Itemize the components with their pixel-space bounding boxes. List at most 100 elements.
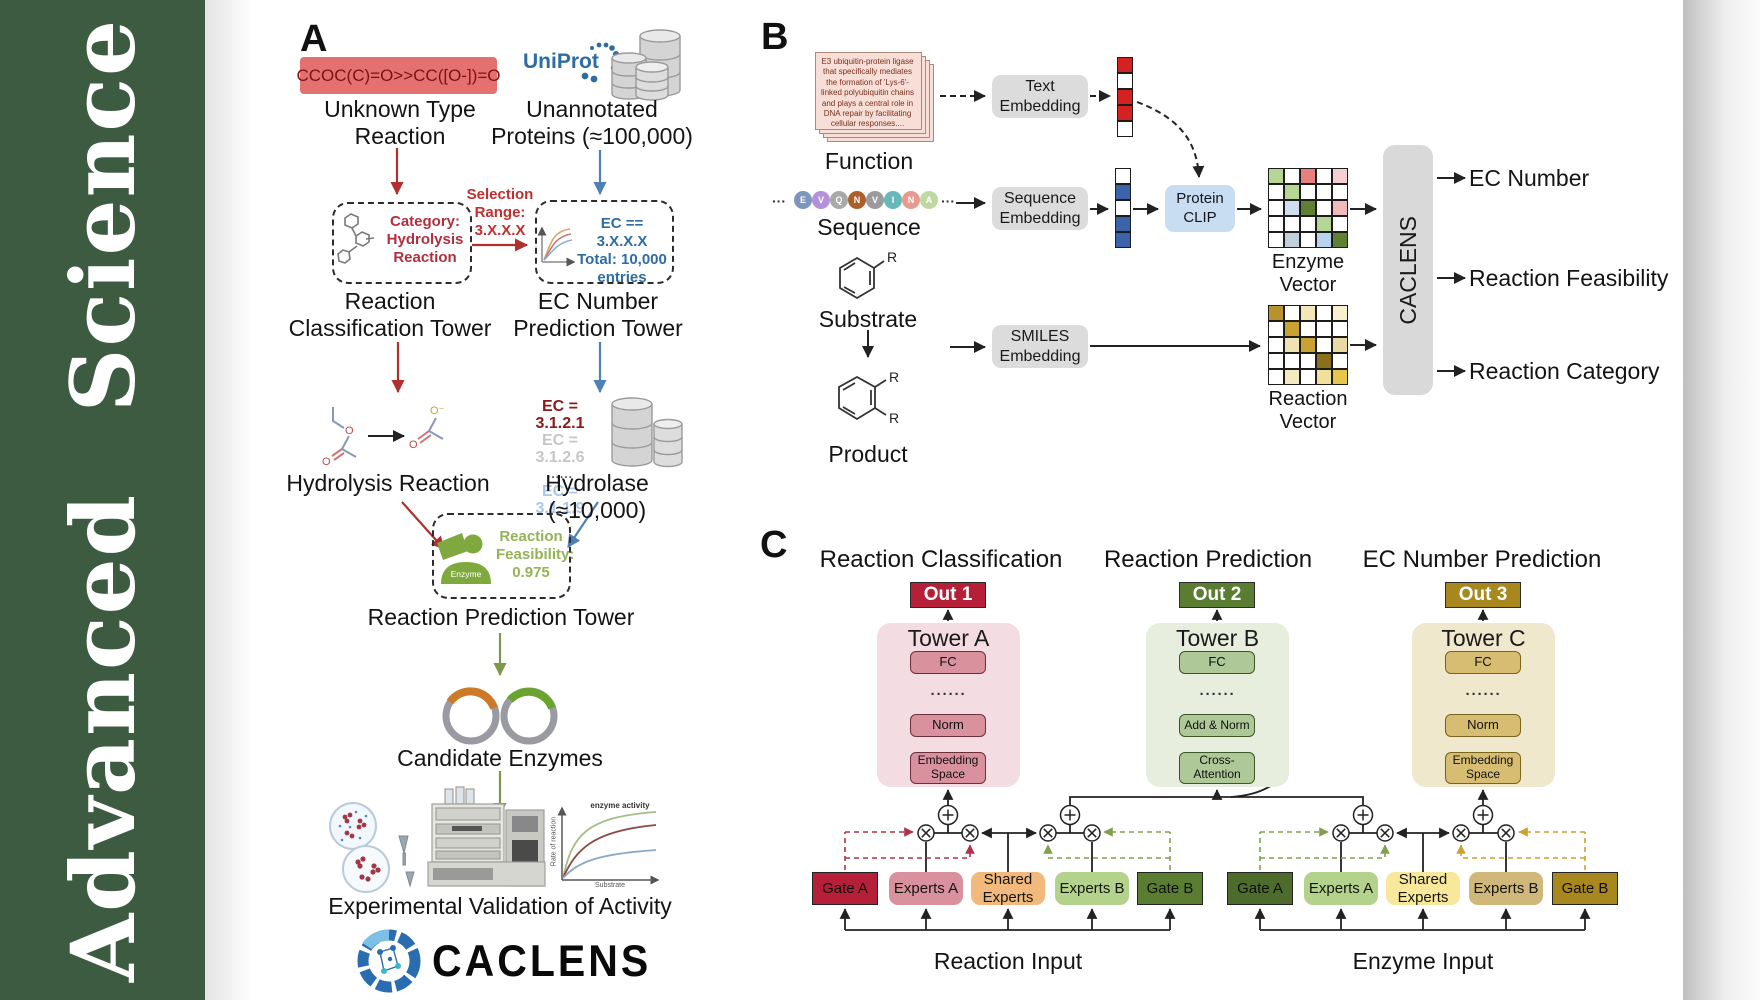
graph-curve-label: enzyme activity [590, 801, 650, 810]
vector-cell [1300, 232, 1316, 248]
ec-curves-icon [537, 226, 576, 267]
residue-circle: A [920, 191, 938, 209]
tower-b-add-norm: Add & Norm [1179, 714, 1255, 737]
feasibility-dashed-box [432, 513, 571, 599]
enzyme-experts-a-box: Experts A [1304, 872, 1378, 905]
tower-a-fc: FC [910, 651, 986, 674]
function-card-1 [815, 52, 922, 130]
vector-cell [1332, 168, 1348, 184]
molecule-clusters-2 [355, 856, 381, 882]
cylinder-tall2 [611, 397, 653, 467]
panel-b-arrows [862, 90, 1466, 377]
vector-cell [1316, 337, 1332, 353]
caclens-logo-word: CACLENS [432, 936, 652, 986]
vector-cell [1268, 232, 1284, 248]
atom-o-carbonyl: O [322, 456, 331, 468]
tower-c-embedding-space: Embedding Space [1445, 752, 1521, 784]
enzyme-vector-label: Enzyme Vector [1271, 251, 1345, 296]
header-reaction-prediction: Reaction Prediction [1103, 546, 1313, 573]
vector-cell [1268, 216, 1284, 232]
substrate-label: Substrate [818, 306, 918, 332]
ec-item-1: EC = 3.1.2.1 [535, 398, 585, 432]
reaction-gate-b-box: Gate B [1137, 872, 1203, 905]
protein-clip-box: Protein CLIP [1165, 185, 1235, 232]
tower-c-dots: ······ [1465, 686, 1502, 703]
vector-cell [1284, 184, 1300, 200]
product-label: Product [828, 441, 908, 467]
panel-a-label: A [300, 18, 328, 60]
vector-cell [1268, 184, 1284, 200]
function-card-text: E3 ubiquitin-protein ligase that specifi… [821, 57, 914, 129]
product-r2-label: R [889, 410, 899, 426]
vector-cell [1316, 200, 1332, 216]
product-r1-label: R [889, 369, 899, 385]
vector-cell [1300, 184, 1316, 200]
vector-cell [1332, 200, 1348, 216]
sequence-ellipsis-right: ··· [941, 193, 955, 209]
vector-cell [1300, 168, 1316, 184]
ec-item-3: EC = 3.1.1.9 [535, 483, 585, 517]
gate-a-green-dashed-right [1259, 827, 1390, 870]
vector-cell [1117, 89, 1133, 105]
molecule-clusters-1 [342, 812, 367, 839]
vector-cell [1300, 200, 1316, 216]
out2-box: Out 2 [1179, 582, 1255, 608]
vector-cell [1316, 168, 1332, 184]
database-cylinders-top [611, 29, 681, 101]
enzyme-vector-matrix [1268, 168, 1348, 248]
residue-circle: N [848, 191, 866, 209]
tower-b-cross-attention: Cross- Attention [1179, 752, 1255, 784]
ec-number-list: EC = 3.1.2.1 EC = 3.1.2.6 ...... EC = 3.… [517, 398, 603, 517]
residue-circle: E [794, 191, 812, 209]
output-ec-number: EC Number [1469, 165, 1590, 191]
vector-cell [1316, 353, 1332, 369]
enzyme-icon-label: Enzyme [450, 569, 482, 579]
smiles-embedding-box: SMILES Embedding [992, 325, 1088, 368]
vector-cell [1284, 168, 1300, 184]
atom-o-acetate: O [409, 439, 418, 451]
panel-a-arrows [390, 148, 607, 817]
classification-box-text: Category: Hydrolysis Reaction [386, 213, 464, 266]
hplc-instrument-icon [427, 786, 546, 887]
atom-o-ester: O [345, 425, 354, 437]
vector-cell [1332, 232, 1348, 248]
text-vector [1117, 57, 1133, 137]
unknown-reaction-label: Unknown Type Reaction [324, 96, 476, 149]
vector-cell [1300, 216, 1316, 232]
reaction-vector-matrix [1268, 305, 1348, 385]
vector-cell [1268, 321, 1284, 337]
dots-1 [338, 810, 368, 842]
cylinder-small2 [653, 418, 683, 468]
vector-cell [1115, 216, 1131, 232]
tower-c-title: Tower C [1441, 625, 1526, 651]
output-reaction-feasibility: Reaction Feasibility [1469, 265, 1669, 291]
vector-cell [1300, 305, 1316, 321]
tower-b-dots: ······ [1199, 686, 1236, 703]
database-cylinders-mid [611, 397, 683, 468]
output-reaction-category: Reaction Category [1469, 358, 1660, 384]
reaction-experts-b-box: Experts B [1055, 872, 1129, 905]
vector-cell [1316, 321, 1332, 337]
tower-a-title: Tower A [907, 625, 990, 651]
substrate-r-label: R [887, 249, 897, 265]
reaction-experts-a-box: Experts A [889, 872, 963, 905]
vector-cell [1332, 321, 1348, 337]
caclens-model-pill: CACLENS [1383, 145, 1433, 395]
ec-box-text: EC == 3.X.X.X Total: 10,000 entries [577, 215, 667, 286]
vector-cell [1316, 369, 1332, 385]
vector-cell [1115, 168, 1131, 184]
tower-b-title: Tower B [1175, 625, 1260, 651]
vector-cell [1117, 73, 1133, 89]
tower-c-norm: Norm [1445, 714, 1521, 737]
logo-molecule [377, 945, 401, 974]
journal-banner: Advanced Science [0, 0, 205, 1000]
vector-cell [1316, 232, 1332, 248]
vector-cell [1332, 305, 1348, 321]
vector-cell [1332, 353, 1348, 369]
ec-item-2: EC = 3.1.2.6 [535, 432, 585, 466]
vector-cell [1268, 305, 1284, 321]
reaction-input-label: Reaction Input [933, 948, 1083, 974]
sequence-embedding-box: Sequence Embedding [992, 187, 1088, 230]
residue-circle: Q [830, 191, 848, 209]
